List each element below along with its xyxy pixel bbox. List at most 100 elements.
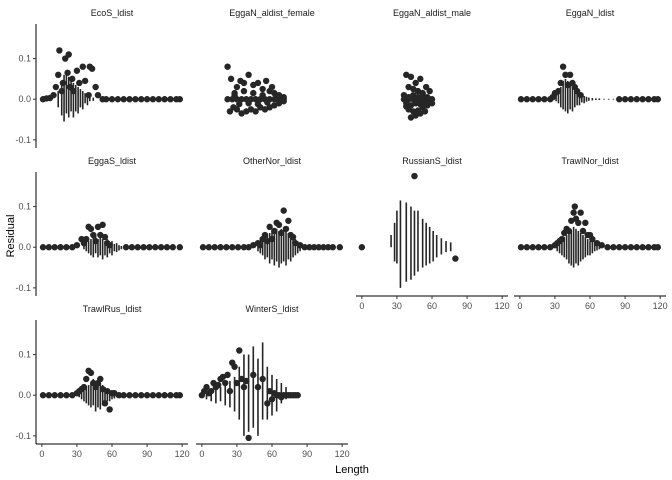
residual-point xyxy=(149,392,157,399)
residual-point xyxy=(421,108,429,115)
residual-point xyxy=(565,227,573,235)
residual-point xyxy=(106,241,113,249)
x-axis-label: Length xyxy=(335,464,369,476)
residual-point xyxy=(83,375,90,383)
x-tick-label: 30 xyxy=(550,301,560,311)
residual-point xyxy=(92,83,99,91)
residual-point xyxy=(126,392,133,399)
x-tick-label: 30 xyxy=(392,301,402,311)
residual-point xyxy=(243,377,250,385)
x-tick-label: 0 xyxy=(199,449,204,459)
residual-point xyxy=(70,87,77,95)
residual-point xyxy=(87,369,95,377)
residual-point xyxy=(64,69,71,76)
residual-point xyxy=(99,221,106,229)
residual-point xyxy=(541,96,548,103)
residual-point xyxy=(541,244,548,251)
residual-point xyxy=(579,227,587,235)
residual-point xyxy=(223,244,230,251)
residual-point xyxy=(358,244,366,251)
y-tick-label: 0.1 xyxy=(18,202,31,212)
residual-point xyxy=(233,106,241,113)
residual-point xyxy=(120,392,127,399)
residual-point xyxy=(529,96,536,103)
residual-point xyxy=(621,244,629,251)
residual-point xyxy=(80,383,88,391)
residual-point xyxy=(240,383,248,391)
residual-point xyxy=(101,233,109,241)
x-tick-label: 120 xyxy=(653,301,668,311)
residual-point xyxy=(273,93,280,101)
residual-point xyxy=(280,96,287,103)
residual-point xyxy=(517,96,525,103)
panel-trawlrus-ldist: TrawlRus_ldist -0.1 0.0 0.1 0 30 60 90 120 xyxy=(15,304,189,459)
residual-point xyxy=(39,244,47,251)
residual-point xyxy=(245,71,252,79)
residual-point xyxy=(289,233,297,241)
residual-point xyxy=(555,87,562,95)
residual-point xyxy=(639,244,646,251)
x-tick-label: 90 xyxy=(302,449,312,459)
residual-point xyxy=(233,96,241,103)
residual-point xyxy=(69,75,76,83)
x-tick-label: 90 xyxy=(620,301,630,311)
residual-point xyxy=(65,51,72,58)
x-tick-label: 120 xyxy=(175,449,190,459)
residual-point xyxy=(645,96,652,103)
residual-point xyxy=(259,375,266,383)
residual-point xyxy=(231,363,238,370)
residual-point xyxy=(83,235,90,243)
residual-point xyxy=(138,96,145,103)
residual-point xyxy=(152,244,159,251)
residual-point xyxy=(240,79,248,87)
residual-point xyxy=(208,387,215,395)
residual-point xyxy=(566,71,574,79)
residual-point xyxy=(571,203,578,210)
residual-point xyxy=(167,392,174,399)
residual-point xyxy=(254,79,262,87)
residual-point xyxy=(106,406,113,413)
residual-point xyxy=(87,225,95,233)
x-tick-label: 0 xyxy=(359,301,364,311)
residual-point xyxy=(229,244,236,251)
residual-point xyxy=(240,87,248,95)
residual-point xyxy=(417,75,424,83)
residual-point xyxy=(143,96,151,103)
residual-point xyxy=(570,209,577,216)
residual-point xyxy=(306,244,313,251)
y-tick-label: 0.1 xyxy=(18,54,31,64)
panel-title: EcoS_ldist xyxy=(91,8,134,18)
panel-ecos-ldist: EcoS_ldist -0.1 0.0 0.1 xyxy=(15,8,184,148)
residual-point xyxy=(577,91,584,99)
residual-point xyxy=(108,96,116,103)
panel-winters-ldist: WinterS_ldist 0 30 60 90 120 xyxy=(196,304,350,459)
residual-point xyxy=(134,244,141,251)
residual-point xyxy=(57,244,64,251)
residual-point xyxy=(411,172,418,180)
residual-point xyxy=(264,400,271,407)
residual-point xyxy=(51,244,58,251)
residual-point xyxy=(224,371,231,379)
residual-point xyxy=(320,244,327,251)
residual-point xyxy=(259,91,266,99)
residual-point xyxy=(55,71,62,79)
residual-point xyxy=(598,241,605,249)
panel-title: EggaN_aldist_male xyxy=(393,8,471,18)
residual-point xyxy=(81,77,89,85)
residual-point xyxy=(266,223,273,231)
residual-point xyxy=(278,229,285,237)
residual-point xyxy=(582,219,589,227)
x-tick-label: 30 xyxy=(232,449,242,459)
residual-point xyxy=(163,244,171,251)
residual-point xyxy=(633,96,640,103)
residual-point xyxy=(114,96,122,103)
residual-point xyxy=(231,89,238,97)
residual-point xyxy=(56,47,63,54)
residual-point xyxy=(138,392,145,399)
panel-title: OtherNor_ldist xyxy=(243,156,302,166)
residual-point xyxy=(261,231,269,239)
residual-point xyxy=(233,83,241,91)
residual-point xyxy=(211,244,218,251)
residual-point xyxy=(157,244,165,251)
residual-point xyxy=(654,244,662,251)
